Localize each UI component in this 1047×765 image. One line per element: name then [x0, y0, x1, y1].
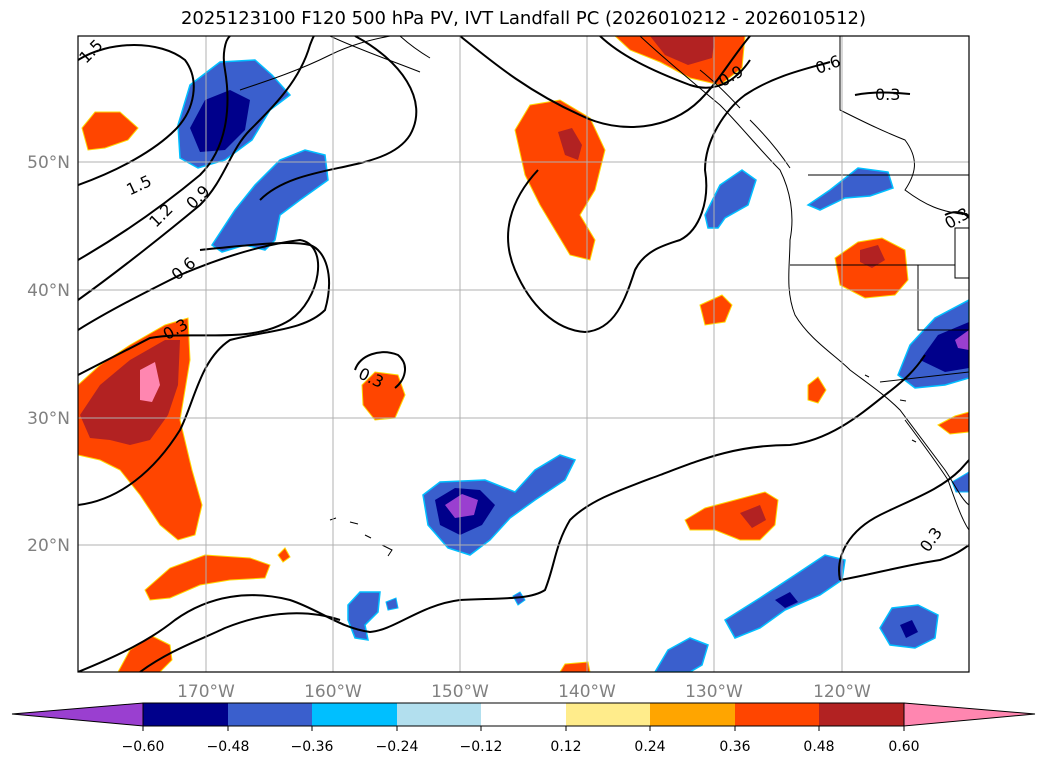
- map-frame: [77, 35, 970, 673]
- channel-islands: [864, 374, 917, 443]
- lon-label-160w: 160°W: [304, 682, 362, 702]
- colorbar-segment: [819, 703, 904, 726]
- positive-anomaly-nw: [81, 111, 139, 151]
- contour-line: [599, 36, 751, 89]
- max-anomaly-west: [140, 362, 160, 402]
- contour-line: [944, 211, 969, 219]
- colorbar-extend-low: [11, 702, 144, 727]
- negative-anomaly-south-small-b: [385, 597, 399, 611]
- us-state-line-b: [917, 265, 969, 331]
- contour-label: 0.3: [875, 85, 900, 104]
- positive-anomaly-south-a: [144, 554, 271, 601]
- strong-negative-anomaly-east: [920, 322, 969, 372]
- colorbar-ticks: [142, 726, 905, 731]
- contour-line: [354, 351, 406, 389]
- contour-line: [78, 354, 926, 672]
- contour-line: [78, 44, 195, 186]
- canada-province-line: [839, 36, 969, 216]
- strong-anomaly-oregon: [860, 245, 885, 268]
- lon-label-120w: 120°W: [813, 682, 871, 702]
- positive-anomaly-small-a: [699, 294, 733, 326]
- canada-islands: [699, 69, 791, 169]
- positive-anomaly-oregon: [834, 237, 909, 299]
- colorbar-segment: [650, 703, 735, 726]
- strong-negative-anomaly-far-southeast: [900, 620, 918, 638]
- contour-line: [78, 241, 330, 506]
- contour-line: [259, 36, 418, 201]
- colorbar-segment: [735, 703, 819, 726]
- colorbar-segment: [228, 703, 312, 726]
- strong-anomaly-ne: [650, 36, 715, 65]
- lon-label-140w: 140°W: [558, 682, 616, 702]
- max-negative-anomaly-central: [445, 494, 478, 518]
- positive-anomaly-east-center: [684, 491, 779, 541]
- strong-anomaly-east-center: [740, 505, 766, 528]
- gridlines: [78, 36, 969, 672]
- colorbar-extend-high: [903, 702, 1036, 727]
- colorbar-tick-label: −0.60: [122, 739, 165, 755]
- contour-line: [78, 36, 231, 261]
- colorbar-tick-label: −0.48: [207, 739, 250, 755]
- positive-anomaly-small-b: [361, 371, 406, 421]
- contour-line: [139, 612, 341, 672]
- latitude-labels: 50°N 40°N 30°N 20°N: [27, 153, 70, 556]
- contour-line: [78, 36, 315, 301]
- negative-anomaly-ne-small: [704, 169, 757, 229]
- contour-line: [839, 544, 969, 581]
- negative-anomaly-nw-coast: [806, 167, 894, 211]
- positive-anomaly-south-d: [559, 661, 591, 672]
- negative-anomaly-east-edge: [951, 471, 969, 493]
- positive-anomaly-small-c: [807, 376, 827, 404]
- us-state-line-d: [954, 227, 969, 279]
- colorbar-tick-label: −0.12: [460, 739, 503, 755]
- contour-line: [854, 91, 911, 96]
- contour-line: [507, 61, 831, 334]
- aleutian-islands: [239, 36, 391, 91]
- north-america-coast: [639, 36, 969, 506]
- lat-label-30n: 30°N: [27, 409, 70, 429]
- max-negative-anomaly-east: [955, 330, 969, 350]
- lat-label-50n: 50°N: [27, 153, 70, 173]
- colorbar-tick-label: 0.60: [888, 739, 919, 755]
- positive-anomaly-south-b: [277, 547, 291, 563]
- strong-anomaly-central-n: [558, 128, 582, 160]
- map-title: 2025123100 F120 500 hPa PV, IVT Landfall…: [180, 8, 867, 29]
- colorbar-segment: [143, 703, 228, 726]
- lat-label-40n: 40°N: [27, 281, 70, 301]
- negative-anomaly-south-small-c: [512, 591, 526, 606]
- coastlines: [239, 36, 969, 557]
- colorbar-segment: [312, 703, 397, 726]
- alaska-coast: [329, 36, 431, 73]
- negative-anomaly-south-center: [654, 637, 709, 672]
- colorbar: −0.60 −0.48 −0.36 −0.24 −0.12 0.12 0.24 …: [11, 702, 1036, 755]
- lon-label-130w: 130°W: [685, 682, 743, 702]
- contour-line: [459, 36, 751, 128]
- contour-line: [838, 459, 969, 581]
- positive-anomaly-south-c: [117, 635, 173, 672]
- colorbar-tick-label: 0.12: [550, 739, 581, 755]
- strong-negative-anomaly-southeast: [775, 592, 798, 608]
- contour-line: [78, 238, 320, 376]
- colorbar-tick-label: 0.36: [719, 739, 750, 755]
- colorbar-segment: [397, 703, 481, 726]
- colorbar-frame: [142, 702, 905, 727]
- strong-negative-anomaly-north: [190, 90, 250, 152]
- pv-anomaly-fills: [78, 36, 969, 672]
- longitude-labels: 170°W 160°W 150°W 140°W 130°W 120°W: [177, 682, 871, 702]
- colorbar-tick-label: −0.24: [376, 739, 419, 755]
- lat-label-20n: 20°N: [27, 536, 70, 556]
- colorbar-segment: [481, 703, 566, 726]
- colorbar-tick-label: 0.24: [634, 739, 665, 755]
- mexico-coast: [904, 419, 969, 531]
- us-state-line-c: [879, 371, 969, 383]
- lon-label-150w: 150°W: [431, 682, 489, 702]
- lon-label-170w: 170°W: [177, 682, 235, 702]
- colorbar-tick-label: −0.36: [291, 739, 334, 755]
- colorbar-tick-label: 0.48: [803, 739, 834, 755]
- ivt-contours: [78, 36, 969, 672]
- colorbar-segment: [566, 703, 650, 726]
